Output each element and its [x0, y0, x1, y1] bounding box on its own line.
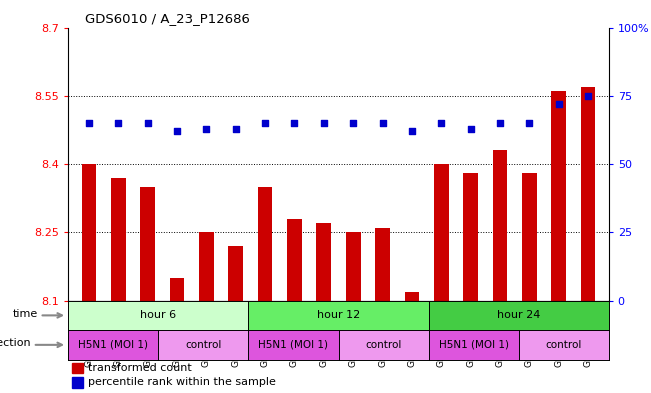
Point: [436, 120, 447, 126]
Point: [289, 120, 299, 126]
Bar: [522, 173, 536, 301]
Text: hour 12: hour 12: [317, 310, 360, 320]
Bar: [229, 246, 243, 301]
Text: H5N1 (MOI 1): H5N1 (MOI 1): [258, 340, 329, 350]
Point: [201, 125, 212, 132]
Point: [260, 120, 270, 126]
Bar: [404, 292, 419, 301]
Bar: [81, 164, 96, 301]
Bar: [170, 278, 184, 301]
Point: [143, 120, 153, 126]
Point: [113, 120, 124, 126]
Point: [407, 128, 417, 134]
Point: [583, 93, 593, 99]
Text: hour 24: hour 24: [497, 310, 540, 320]
Bar: [434, 164, 449, 301]
Text: transformed count: transformed count: [88, 363, 191, 373]
Point: [495, 120, 505, 126]
Point: [524, 120, 534, 126]
Bar: [111, 178, 126, 301]
Point: [378, 120, 388, 126]
Text: control: control: [546, 340, 582, 350]
Bar: [199, 232, 214, 301]
Text: control: control: [186, 340, 221, 350]
Point: [348, 120, 359, 126]
Point: [230, 125, 241, 132]
Text: GDS6010 / A_23_P12686: GDS6010 / A_23_P12686: [85, 12, 249, 25]
Bar: [346, 232, 361, 301]
Bar: [287, 219, 302, 301]
Bar: [258, 187, 273, 301]
Text: control: control: [365, 340, 402, 350]
Bar: [493, 151, 507, 301]
Point: [172, 128, 182, 134]
Text: infection: infection: [0, 338, 31, 348]
Text: H5N1 (MOI 1): H5N1 (MOI 1): [439, 340, 508, 350]
Bar: [72, 377, 83, 387]
Bar: [72, 362, 83, 373]
Bar: [551, 91, 566, 301]
Text: percentile rank within the sample: percentile rank within the sample: [88, 377, 276, 387]
Point: [553, 101, 564, 107]
Text: time: time: [12, 309, 38, 319]
Text: hour 6: hour 6: [141, 310, 176, 320]
Point: [318, 120, 329, 126]
Text: H5N1 (MOI 1): H5N1 (MOI 1): [78, 340, 148, 350]
Bar: [141, 187, 155, 301]
Bar: [581, 87, 596, 301]
Bar: [375, 228, 390, 301]
Point: [84, 120, 94, 126]
Bar: [316, 223, 331, 301]
Bar: [464, 173, 478, 301]
Point: [465, 125, 476, 132]
